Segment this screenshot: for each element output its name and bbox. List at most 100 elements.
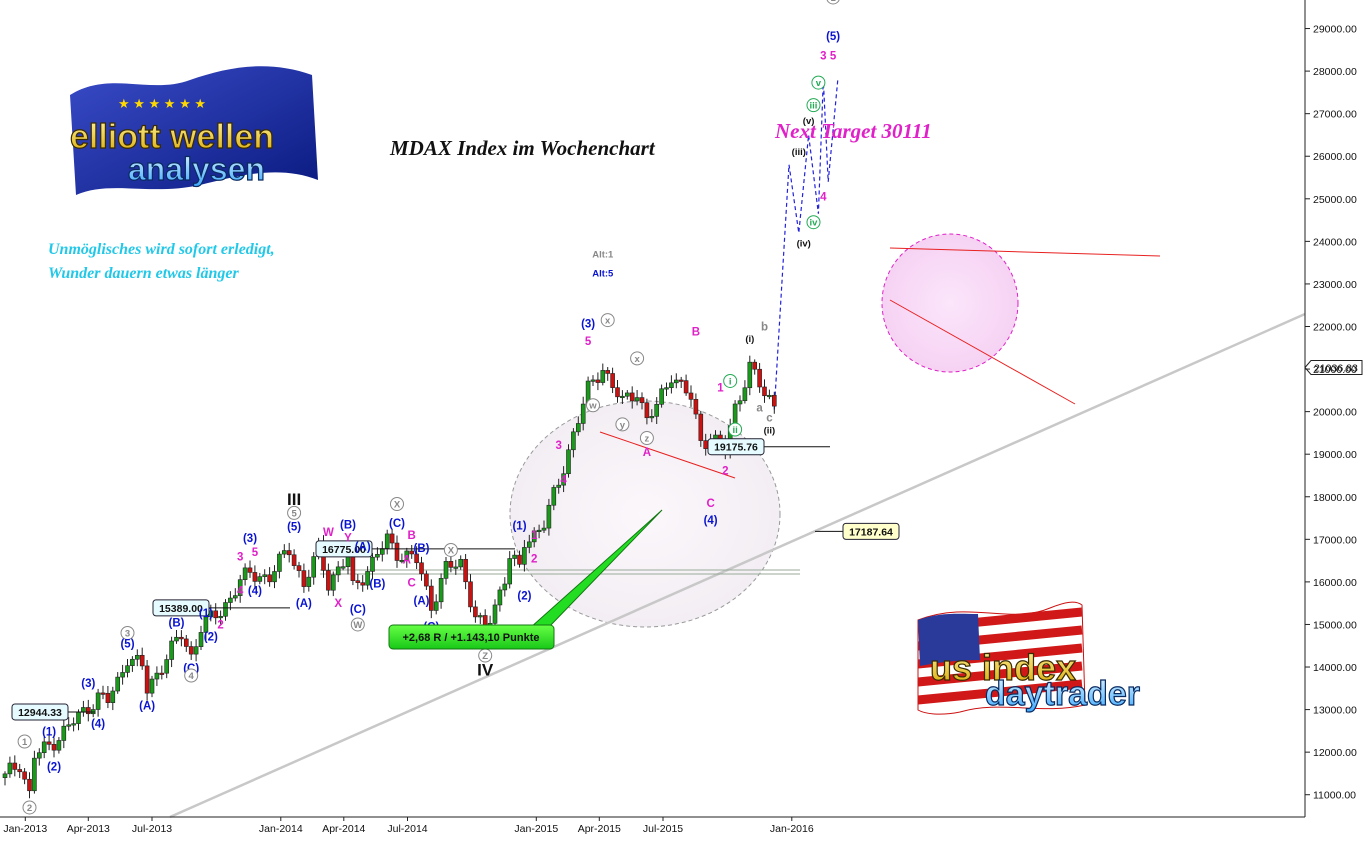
candle-body <box>335 566 341 576</box>
candle-body <box>174 636 179 642</box>
wave-label: 1 <box>830 0 836 4</box>
wave-circle <box>811 75 826 90</box>
y-tick-label: 24000.00 <box>1313 236 1357 248</box>
wave-label: 4 <box>237 585 244 597</box>
wave-label: 4 <box>189 671 195 682</box>
long-trend-line <box>169 312 1306 819</box>
candle-body <box>742 387 748 402</box>
candle-body <box>683 380 689 394</box>
candle-body <box>551 487 557 506</box>
candle-body <box>767 394 772 398</box>
wave-label: x <box>634 354 640 365</box>
candle-body <box>247 567 253 573</box>
candle-body <box>27 778 32 792</box>
candle-body <box>615 387 620 398</box>
candle-body <box>590 379 596 382</box>
wave-label: 2 <box>722 465 728 477</box>
wave-label: 1 <box>717 382 724 394</box>
wave-label: iii <box>810 101 818 112</box>
candle-body <box>575 423 581 433</box>
wave-label: (4) <box>248 585 262 597</box>
candle-body <box>149 678 155 694</box>
wave-label: 3 <box>237 551 243 563</box>
candle-body <box>66 724 71 727</box>
y-tick-label: 27000.00 <box>1313 109 1357 121</box>
candle-body <box>678 379 684 382</box>
candle-body <box>36 752 42 759</box>
wave-label: (4) <box>91 719 105 731</box>
y-tick-label: 15000.00 <box>1313 619 1357 631</box>
wave-label: (A) <box>296 598 312 610</box>
candle-body <box>144 665 150 694</box>
candle-body <box>438 578 444 603</box>
candle-body <box>179 636 184 640</box>
candle-body <box>370 556 375 572</box>
candle-body <box>762 386 767 397</box>
candle-body <box>267 574 272 583</box>
candle-body <box>213 610 218 619</box>
wave-label: B <box>692 327 700 339</box>
candle-body <box>453 566 459 569</box>
candle-body <box>502 583 508 591</box>
candle-body <box>468 581 473 608</box>
y-tick-label: 14000.00 <box>1313 662 1357 674</box>
candle-body <box>556 484 562 488</box>
wave-label: (2) <box>47 762 61 774</box>
candle-body <box>703 440 709 449</box>
candle-body <box>634 397 640 402</box>
wave-label: 3 <box>555 440 561 452</box>
x-tick-label: Apr-2015 <box>578 823 621 835</box>
candle-body <box>223 602 228 617</box>
wave-label: (5) <box>826 31 840 43</box>
candle-body <box>571 431 576 451</box>
wave-label: 2 <box>531 553 537 565</box>
wave-label: iv <box>810 218 819 229</box>
candle-body <box>345 556 351 567</box>
candle-body <box>771 394 777 407</box>
wave-label: X <box>394 499 401 510</box>
logo-left-line2: analysen <box>128 151 265 187</box>
wave-label: (3) <box>81 678 95 690</box>
candle-body <box>477 615 483 618</box>
candle-body <box>497 589 503 606</box>
wave-label: c <box>766 413 773 425</box>
wave-label: (ii) <box>764 426 776 437</box>
current-price-text: 21036.83 <box>1314 362 1358 374</box>
wave-label: a <box>756 402 763 414</box>
candle-body <box>41 741 47 754</box>
wave-label: x <box>605 316 611 327</box>
y-tick-label: 18000.00 <box>1313 492 1357 504</box>
candle-body <box>610 373 615 388</box>
candle-body <box>526 541 532 548</box>
wave-circle <box>826 0 840 5</box>
candle-body <box>649 416 655 419</box>
wave-label: (iv) <box>797 239 811 250</box>
candle-body <box>463 559 468 583</box>
candle-body <box>228 597 233 603</box>
candle-body <box>242 567 248 580</box>
candle-body <box>218 615 223 619</box>
candle-body <box>61 725 67 741</box>
y-tick-label: 22000.00 <box>1313 321 1357 333</box>
candle-body <box>76 711 81 724</box>
candle-body <box>605 370 611 374</box>
candle-body <box>326 570 331 591</box>
y-tick-label: 11000.00 <box>1313 790 1356 802</box>
candle-body <box>561 473 566 486</box>
x-tick-label: Jul-2014 <box>387 823 427 835</box>
candle-body <box>257 576 263 582</box>
wave-circle <box>615 417 630 432</box>
candle-body <box>752 361 758 370</box>
wave-circle <box>350 617 365 632</box>
candle-body <box>130 658 135 666</box>
y-tick-label: 20000.00 <box>1313 407 1357 419</box>
y-tick-label: 28000.00 <box>1313 66 1357 78</box>
candle-body <box>115 676 120 692</box>
candle-body <box>546 504 552 529</box>
wave-label: 5 <box>252 547 259 559</box>
chart-title: MDAX Index im Wochenchart <box>389 136 656 160</box>
wave-label: W <box>353 620 362 631</box>
wave-label: (B) <box>414 543 430 555</box>
wave-label: i <box>729 376 732 387</box>
candle-body <box>757 368 762 388</box>
